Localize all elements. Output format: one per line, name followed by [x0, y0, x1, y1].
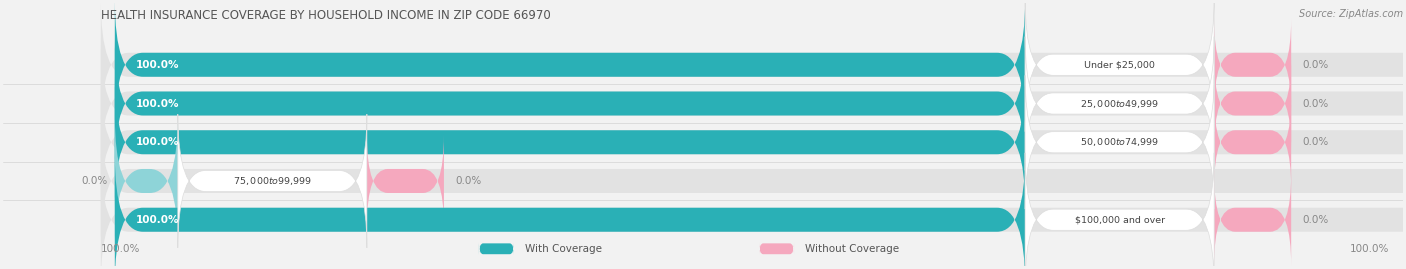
Text: 0.0%: 0.0% [1302, 60, 1329, 70]
Text: Source: ZipAtlas.com: Source: ZipAtlas.com [1299, 9, 1403, 19]
Text: 0.0%: 0.0% [82, 176, 108, 186]
FancyBboxPatch shape [1025, 75, 1215, 209]
Text: HEALTH INSURANCE COVERAGE BY HOUSEHOLD INCOME IN ZIP CODE 66970: HEALTH INSURANCE COVERAGE BY HOUSEHOLD I… [101, 9, 551, 22]
FancyBboxPatch shape [759, 243, 794, 255]
Text: 100.0%: 100.0% [136, 137, 180, 147]
FancyBboxPatch shape [1025, 0, 1215, 132]
Text: 100.0%: 100.0% [136, 98, 180, 108]
Text: 100.0%: 100.0% [136, 60, 180, 70]
FancyBboxPatch shape [1215, 19, 1291, 111]
FancyBboxPatch shape [1215, 96, 1291, 188]
FancyBboxPatch shape [101, 115, 1406, 246]
Text: $100,000 and over: $100,000 and over [1074, 215, 1164, 224]
FancyBboxPatch shape [115, 0, 1025, 130]
FancyBboxPatch shape [1215, 174, 1291, 266]
Text: 0.0%: 0.0% [1302, 98, 1329, 108]
FancyBboxPatch shape [101, 77, 1406, 208]
FancyBboxPatch shape [1025, 153, 1215, 269]
Text: 0.0%: 0.0% [1302, 137, 1329, 147]
Text: 100.0%: 100.0% [101, 244, 141, 254]
Text: 100.0%: 100.0% [1350, 244, 1389, 254]
Text: $75,000 to $99,999: $75,000 to $99,999 [233, 175, 312, 187]
Text: 0.0%: 0.0% [1302, 215, 1329, 225]
Text: With Coverage: With Coverage [526, 244, 602, 254]
Text: 100.0%: 100.0% [136, 215, 180, 225]
FancyBboxPatch shape [101, 0, 1406, 130]
FancyBboxPatch shape [1025, 37, 1215, 171]
FancyBboxPatch shape [479, 243, 515, 255]
Text: Under $25,000: Under $25,000 [1084, 60, 1156, 69]
Text: $50,000 to $74,999: $50,000 to $74,999 [1080, 136, 1159, 148]
FancyBboxPatch shape [1215, 57, 1291, 150]
FancyBboxPatch shape [115, 38, 1025, 169]
Text: 0.0%: 0.0% [456, 176, 481, 186]
FancyBboxPatch shape [115, 154, 1025, 269]
FancyBboxPatch shape [101, 154, 1406, 269]
FancyBboxPatch shape [115, 115, 177, 246]
FancyBboxPatch shape [177, 114, 367, 248]
FancyBboxPatch shape [115, 77, 1025, 208]
FancyBboxPatch shape [101, 38, 1406, 169]
Text: Without Coverage: Without Coverage [806, 244, 900, 254]
Text: $25,000 to $49,999: $25,000 to $49,999 [1080, 97, 1159, 109]
FancyBboxPatch shape [367, 135, 444, 227]
